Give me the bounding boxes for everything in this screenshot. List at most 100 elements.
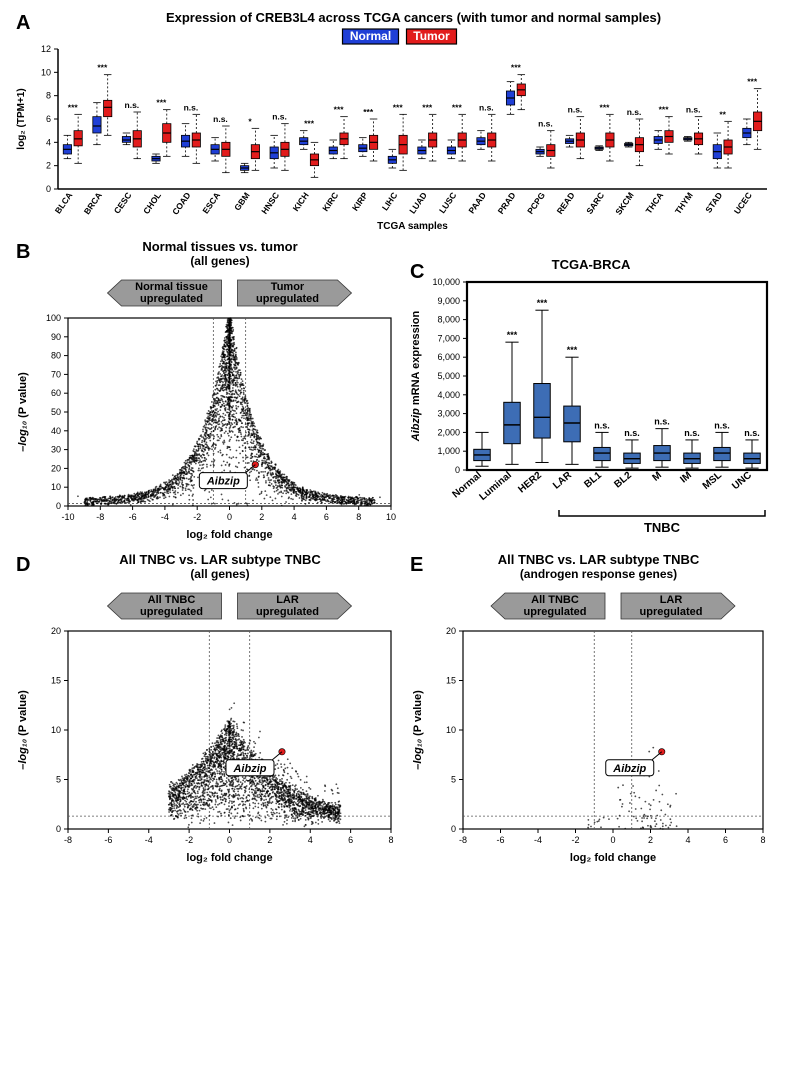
svg-text:n.s.: n.s. [538, 119, 553, 129]
svg-text:UCEC: UCEC [732, 190, 754, 215]
svg-text:***: *** [747, 77, 758, 87]
svg-text:BL1: BL1 [582, 470, 604, 491]
svg-text:***: *** [156, 98, 167, 108]
panel-c-title: TCGA-BRCA [405, 257, 777, 272]
svg-text:log₂ (TPM+1): log₂ (TPM+1) [16, 88, 27, 149]
svg-text:KICH: KICH [291, 190, 311, 213]
svg-text:60: 60 [51, 388, 61, 398]
svg-text:***: *** [659, 105, 670, 115]
svg-text:10,000: 10,000 [432, 277, 460, 287]
svg-text:n.s.: n.s. [654, 417, 670, 427]
svg-text:***: *** [537, 298, 548, 308]
svg-text:CHOL: CHOL [141, 190, 163, 215]
svg-text:1,000: 1,000 [437, 446, 460, 456]
svg-text:Normal tissue: Normal tissue [135, 281, 208, 293]
svg-text:0: 0 [56, 824, 61, 834]
svg-text:0: 0 [227, 512, 232, 522]
svg-text:SKCM: SKCM [613, 190, 636, 216]
svg-text:-2: -2 [193, 512, 201, 522]
svg-text:***: *** [97, 63, 108, 73]
svg-text:-4: -4 [161, 512, 169, 522]
svg-text:BLCA: BLCA [53, 190, 75, 215]
svg-text:READ: READ [555, 190, 577, 215]
svg-text:n.s.: n.s. [125, 100, 140, 110]
svg-text:8: 8 [356, 512, 361, 522]
svg-text:KIRP: KIRP [350, 190, 370, 213]
svg-text:COAD: COAD [170, 190, 193, 216]
svg-text:0: 0 [56, 501, 61, 511]
svg-text:Tumor: Tumor [413, 29, 450, 43]
svg-text:4: 4 [292, 512, 297, 522]
svg-text:n.s.: n.s. [568, 105, 583, 115]
svg-text:-6: -6 [104, 835, 112, 845]
svg-text:BL2: BL2 [612, 470, 634, 491]
svg-text:***: *** [68, 102, 79, 112]
svg-text:***: *** [304, 119, 315, 129]
svg-text:-8: -8 [64, 835, 72, 845]
svg-text:-4: -4 [145, 835, 153, 845]
svg-text:2: 2 [267, 835, 272, 845]
svg-text:40: 40 [51, 426, 61, 436]
panel-d-title: All TNBC vs. LAR subtype TNBC [10, 552, 405, 567]
svg-text:LIHC: LIHC [380, 190, 400, 212]
svg-text:log₂ fold change: log₂ fold change [186, 852, 272, 864]
svg-text:6: 6 [324, 512, 329, 522]
svg-text:UNC: UNC [730, 470, 754, 492]
svg-text:6,000: 6,000 [437, 352, 460, 362]
svg-text:n.s.: n.s. [594, 420, 610, 430]
svg-text:12: 12 [41, 44, 51, 54]
svg-text:100: 100 [46, 313, 61, 323]
panel-b-subtitle: (all genes) [10, 254, 405, 268]
svg-text:6: 6 [348, 835, 353, 845]
svg-text:2: 2 [259, 512, 264, 522]
svg-text:8: 8 [46, 91, 51, 101]
svg-text:n.s.: n.s. [627, 107, 642, 117]
svg-text:2,000: 2,000 [437, 427, 460, 437]
svg-text:15: 15 [51, 676, 61, 686]
svg-text:GBM: GBM [232, 190, 252, 212]
svg-text:KIRC: KIRC [320, 190, 340, 213]
svg-text:THCA: THCA [644, 190, 666, 215]
svg-text:10: 10 [51, 482, 61, 492]
svg-text:30: 30 [51, 445, 61, 455]
svg-text:TNBC: TNBC [644, 520, 681, 535]
svg-text:***: *** [363, 107, 374, 117]
svg-text:PRAD: PRAD [496, 190, 518, 215]
svg-text:***: *** [511, 63, 522, 73]
panel-b-label: B [16, 241, 30, 264]
svg-text:5: 5 [56, 775, 61, 785]
svg-text:TCGA samples: TCGA samples [377, 221, 448, 232]
svg-text:CESC: CESC [112, 190, 134, 215]
panel-c-chart: 01,0002,0003,0004,0005,0006,0007,0008,00… [405, 272, 777, 542]
panel-e-chart: -8-6-4-20246805101520log₂ fold change–lo… [405, 581, 777, 871]
svg-text:Normal: Normal [350, 29, 391, 43]
svg-text:n.s.: n.s. [272, 112, 287, 122]
svg-text:80: 80 [51, 351, 61, 361]
svg-text:-8: -8 [96, 512, 104, 522]
svg-text:n.s.: n.s. [184, 102, 199, 112]
svg-text:LUSC: LUSC [437, 190, 458, 215]
svg-text:n.s.: n.s. [624, 428, 640, 438]
svg-text:0: 0 [46, 184, 51, 194]
svg-text:9,000: 9,000 [437, 296, 460, 306]
panel-e-title: All TNBC vs. LAR subtype TNBC [405, 552, 777, 567]
svg-text:LAR: LAR [551, 469, 574, 491]
svg-text:Aibzip mRNA expression: Aibzip mRNA expression [410, 311, 422, 443]
panel-d-chart: -8-6-4-20246805101520log₂ fold change–lo… [10, 581, 405, 871]
svg-text:PAAD: PAAD [466, 190, 488, 215]
svg-text:–log₁₀ (P value): –log₁₀ (P value) [17, 690, 29, 770]
svg-text:Aibzip: Aibzip [206, 476, 240, 488]
svg-text:HNSC: HNSC [259, 190, 281, 215]
svg-text:IM: IM [678, 470, 694, 486]
panel-a-title: Expression of CREB3L4 across TCGA cancer… [10, 10, 777, 25]
svg-text:THYM: THYM [673, 190, 695, 215]
svg-text:PCPG: PCPG [525, 190, 547, 216]
svg-text:Tumor: Tumor [271, 281, 305, 293]
panel-d-label: D [16, 554, 30, 577]
svg-text:10: 10 [41, 67, 51, 77]
svg-text:MSL: MSL [701, 470, 724, 492]
svg-text:upregulated: upregulated [256, 293, 319, 305]
svg-text:5,000: 5,000 [437, 371, 460, 381]
svg-text:3,000: 3,000 [437, 409, 460, 419]
svg-text:**: ** [719, 109, 726, 119]
